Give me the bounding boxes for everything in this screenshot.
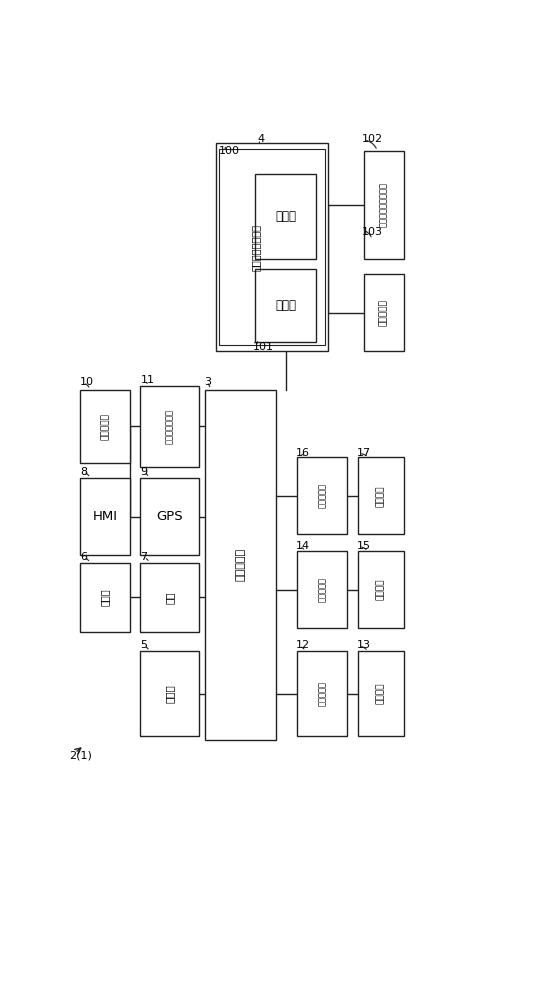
Bar — [297, 551, 347, 628]
Text: 6: 6 — [80, 552, 87, 562]
Text: 11: 11 — [141, 375, 155, 385]
Bar — [297, 651, 347, 736]
Text: 制动驱动器: 制动驱动器 — [317, 577, 327, 602]
Text: 4: 4 — [258, 134, 265, 144]
Bar — [141, 651, 199, 736]
Text: 转向装置: 转向装置 — [376, 683, 385, 704]
Text: 12: 12 — [296, 640, 310, 650]
Text: 控制部: 控制部 — [275, 299, 296, 312]
Text: 传感器: 传感器 — [165, 684, 175, 703]
Text: 无线通信部: 无线通信部 — [100, 413, 109, 440]
Bar — [141, 478, 199, 555]
Bar — [205, 389, 277, 740]
Bar — [219, 149, 325, 345]
Text: 15: 15 — [356, 541, 370, 551]
Text: 17: 17 — [356, 448, 371, 458]
Text: 加速驱动器: 加速驱动器 — [317, 483, 327, 508]
Text: 摄像头: 摄像头 — [100, 589, 110, 606]
Text: GPS: GPS — [156, 510, 183, 523]
Text: 13: 13 — [356, 640, 370, 650]
Bar — [80, 563, 130, 632]
Text: 加速装置: 加速装置 — [376, 485, 385, 507]
Text: 10: 10 — [80, 377, 94, 387]
Text: 5: 5 — [141, 640, 148, 650]
Text: 2(1): 2(1) — [70, 750, 92, 760]
Bar — [364, 151, 404, 259]
Text: 16: 16 — [296, 448, 310, 458]
Text: 103: 103 — [362, 227, 383, 237]
Text: 车辆控制部: 车辆控制部 — [236, 548, 246, 581]
Text: 101: 101 — [253, 342, 274, 352]
Bar — [358, 457, 404, 534]
Text: 14: 14 — [296, 541, 310, 551]
Text: 其他车辆位置取得部: 其他车辆位置取得部 — [379, 182, 388, 227]
Bar — [141, 386, 199, 466]
Bar — [358, 651, 404, 736]
Text: 车辆用红外线灯具: 车辆用红外线灯具 — [250, 224, 260, 271]
Text: 102: 102 — [362, 134, 383, 144]
Bar — [80, 478, 130, 555]
Text: 距离取得部: 距离取得部 — [379, 299, 388, 326]
Text: 灯单元: 灯单元 — [275, 210, 296, 223]
Text: 制动装置: 制动装置 — [376, 579, 385, 600]
Bar — [141, 563, 199, 632]
Text: 100: 100 — [219, 146, 240, 156]
Text: 3: 3 — [204, 377, 211, 387]
Bar — [364, 274, 404, 351]
Text: 雷达: 雷达 — [165, 591, 175, 604]
Bar — [297, 457, 347, 534]
Text: HMI: HMI — [93, 510, 118, 523]
Text: 8: 8 — [80, 467, 87, 477]
Bar — [358, 551, 404, 628]
Bar — [216, 143, 328, 351]
Bar — [255, 174, 316, 259]
Text: 地图信息存储部: 地图信息存储部 — [165, 409, 174, 444]
Bar — [80, 389, 130, 463]
Text: 7: 7 — [141, 552, 148, 562]
Text: 9: 9 — [141, 467, 148, 477]
Bar — [255, 269, 316, 342]
Text: 转向驱动器: 转向驱动器 — [317, 681, 327, 706]
